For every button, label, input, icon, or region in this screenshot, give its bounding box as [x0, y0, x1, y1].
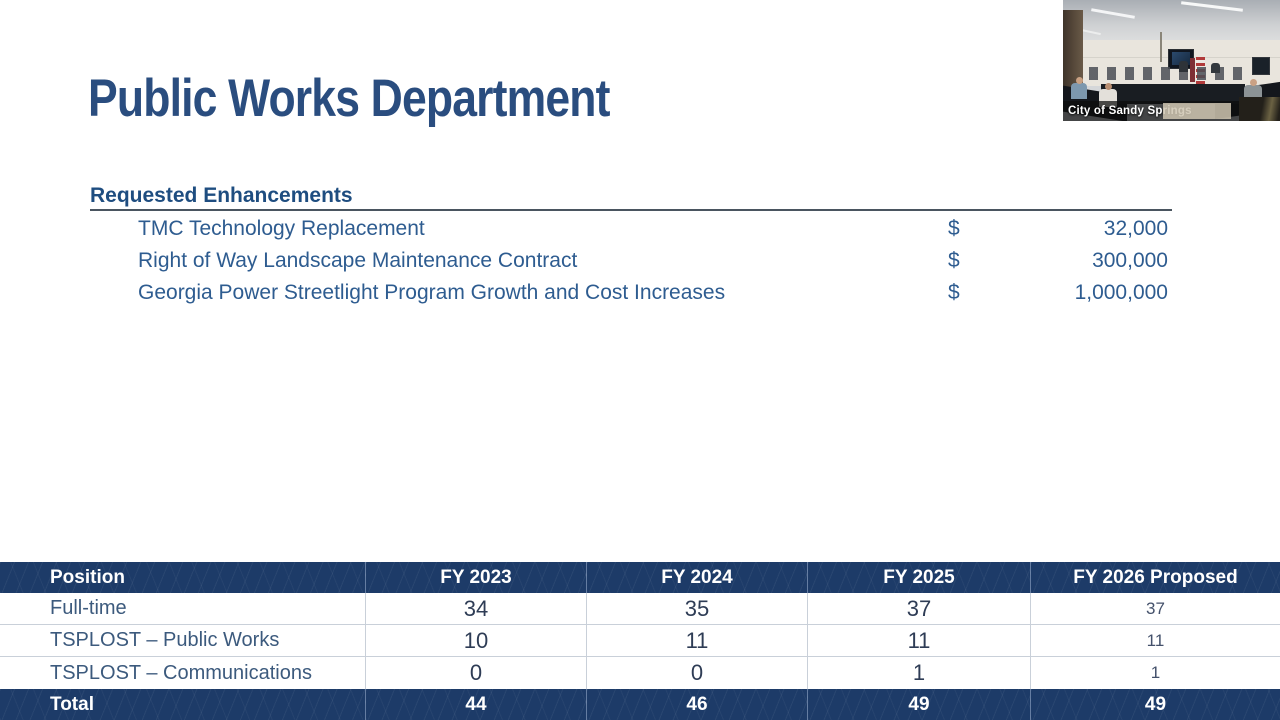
enhancement-amount: 300,000 — [1092, 249, 1168, 272]
dais-chairs — [1089, 67, 1244, 80]
total-cell: 46 — [586, 689, 807, 720]
table-cell: 35 — [586, 593, 807, 625]
attendee-head — [1250, 79, 1257, 86]
table-cell: 1 — [1030, 657, 1280, 689]
enhancement-label: Right of Way Landscape Maintenance Contr… — [138, 249, 578, 272]
row-label-tsplost-communications: TSPLOST – Communications — [0, 657, 365, 689]
table-cell: 10 — [365, 625, 586, 657]
currency-symbol: $ — [948, 249, 960, 272]
total-cell: 49 — [1030, 689, 1280, 720]
video-caption: City of Sandy Springs — [1068, 105, 1192, 117]
currency-symbol: $ — [948, 217, 960, 240]
attendee-head — [1076, 77, 1083, 84]
flag-pole — [1160, 32, 1162, 62]
seated-person — [1211, 63, 1220, 73]
column-header-fy2025: FY 2025 — [807, 562, 1030, 593]
total-cell: 49 — [807, 689, 1030, 720]
column-header-fy2023: FY 2023 — [365, 562, 586, 593]
row-label-total: Total — [0, 689, 365, 720]
page-title: Public Works Department — [88, 69, 610, 128]
caption-highlight — [1163, 103, 1231, 119]
enhancement-amount: 32,000 — [1103, 217, 1168, 240]
section-divider — [90, 209, 1172, 211]
enhancement-row: TMC Technology Replacement $ 32,000 — [0, 215, 1280, 245]
enhancement-label: TMC Technology Replacement — [138, 217, 425, 240]
room-ceiling — [1063, 0, 1280, 42]
wall-display-right — [1252, 57, 1270, 75]
table-cell: 0 — [586, 657, 807, 689]
attendee-head — [1105, 83, 1112, 90]
table-cell: 34 — [365, 593, 586, 625]
column-header-position: Position — [0, 562, 365, 593]
row-label-tsplost-public-works: TSPLOST – Public Works — [0, 625, 365, 657]
seated-person — [1179, 61, 1188, 72]
column-header-fy2026: FY 2026 Proposed — [1030, 562, 1280, 593]
foreground-attendee — [1239, 97, 1280, 121]
webcam-feed: City of Sandy Springs — [1063, 0, 1280, 121]
table-cell: 1 — [807, 657, 1030, 689]
position-table: Position FY 2023 FY 2024 FY 2025 FY 2026… — [0, 562, 1280, 720]
table-cell: 37 — [807, 593, 1030, 625]
conference-table — [1101, 84, 1245, 104]
enhancement-row: Right of Way Landscape Maintenance Contr… — [0, 247, 1280, 277]
table-cell: 37 — [1030, 593, 1280, 625]
attendee — [1071, 83, 1087, 99]
section-heading: Requested Enhancements — [90, 184, 353, 207]
enhancement-label: Georgia Power Streetlight Program Growth… — [138, 281, 726, 304]
column-header-fy2024: FY 2024 — [586, 562, 807, 593]
table-cell: 11 — [1030, 625, 1280, 657]
enhancement-row: Georgia Power Streetlight Program Growth… — [0, 279, 1280, 309]
enhancement-amount: 1,000,000 — [1074, 281, 1168, 304]
currency-symbol: $ — [948, 281, 960, 304]
table-cell: 11 — [807, 625, 1030, 657]
table-cell: 0 — [365, 657, 586, 689]
total-cell: 44 — [365, 689, 586, 720]
table-cell: 11 — [586, 625, 807, 657]
row-label-full-time: Full-time — [0, 593, 365, 625]
